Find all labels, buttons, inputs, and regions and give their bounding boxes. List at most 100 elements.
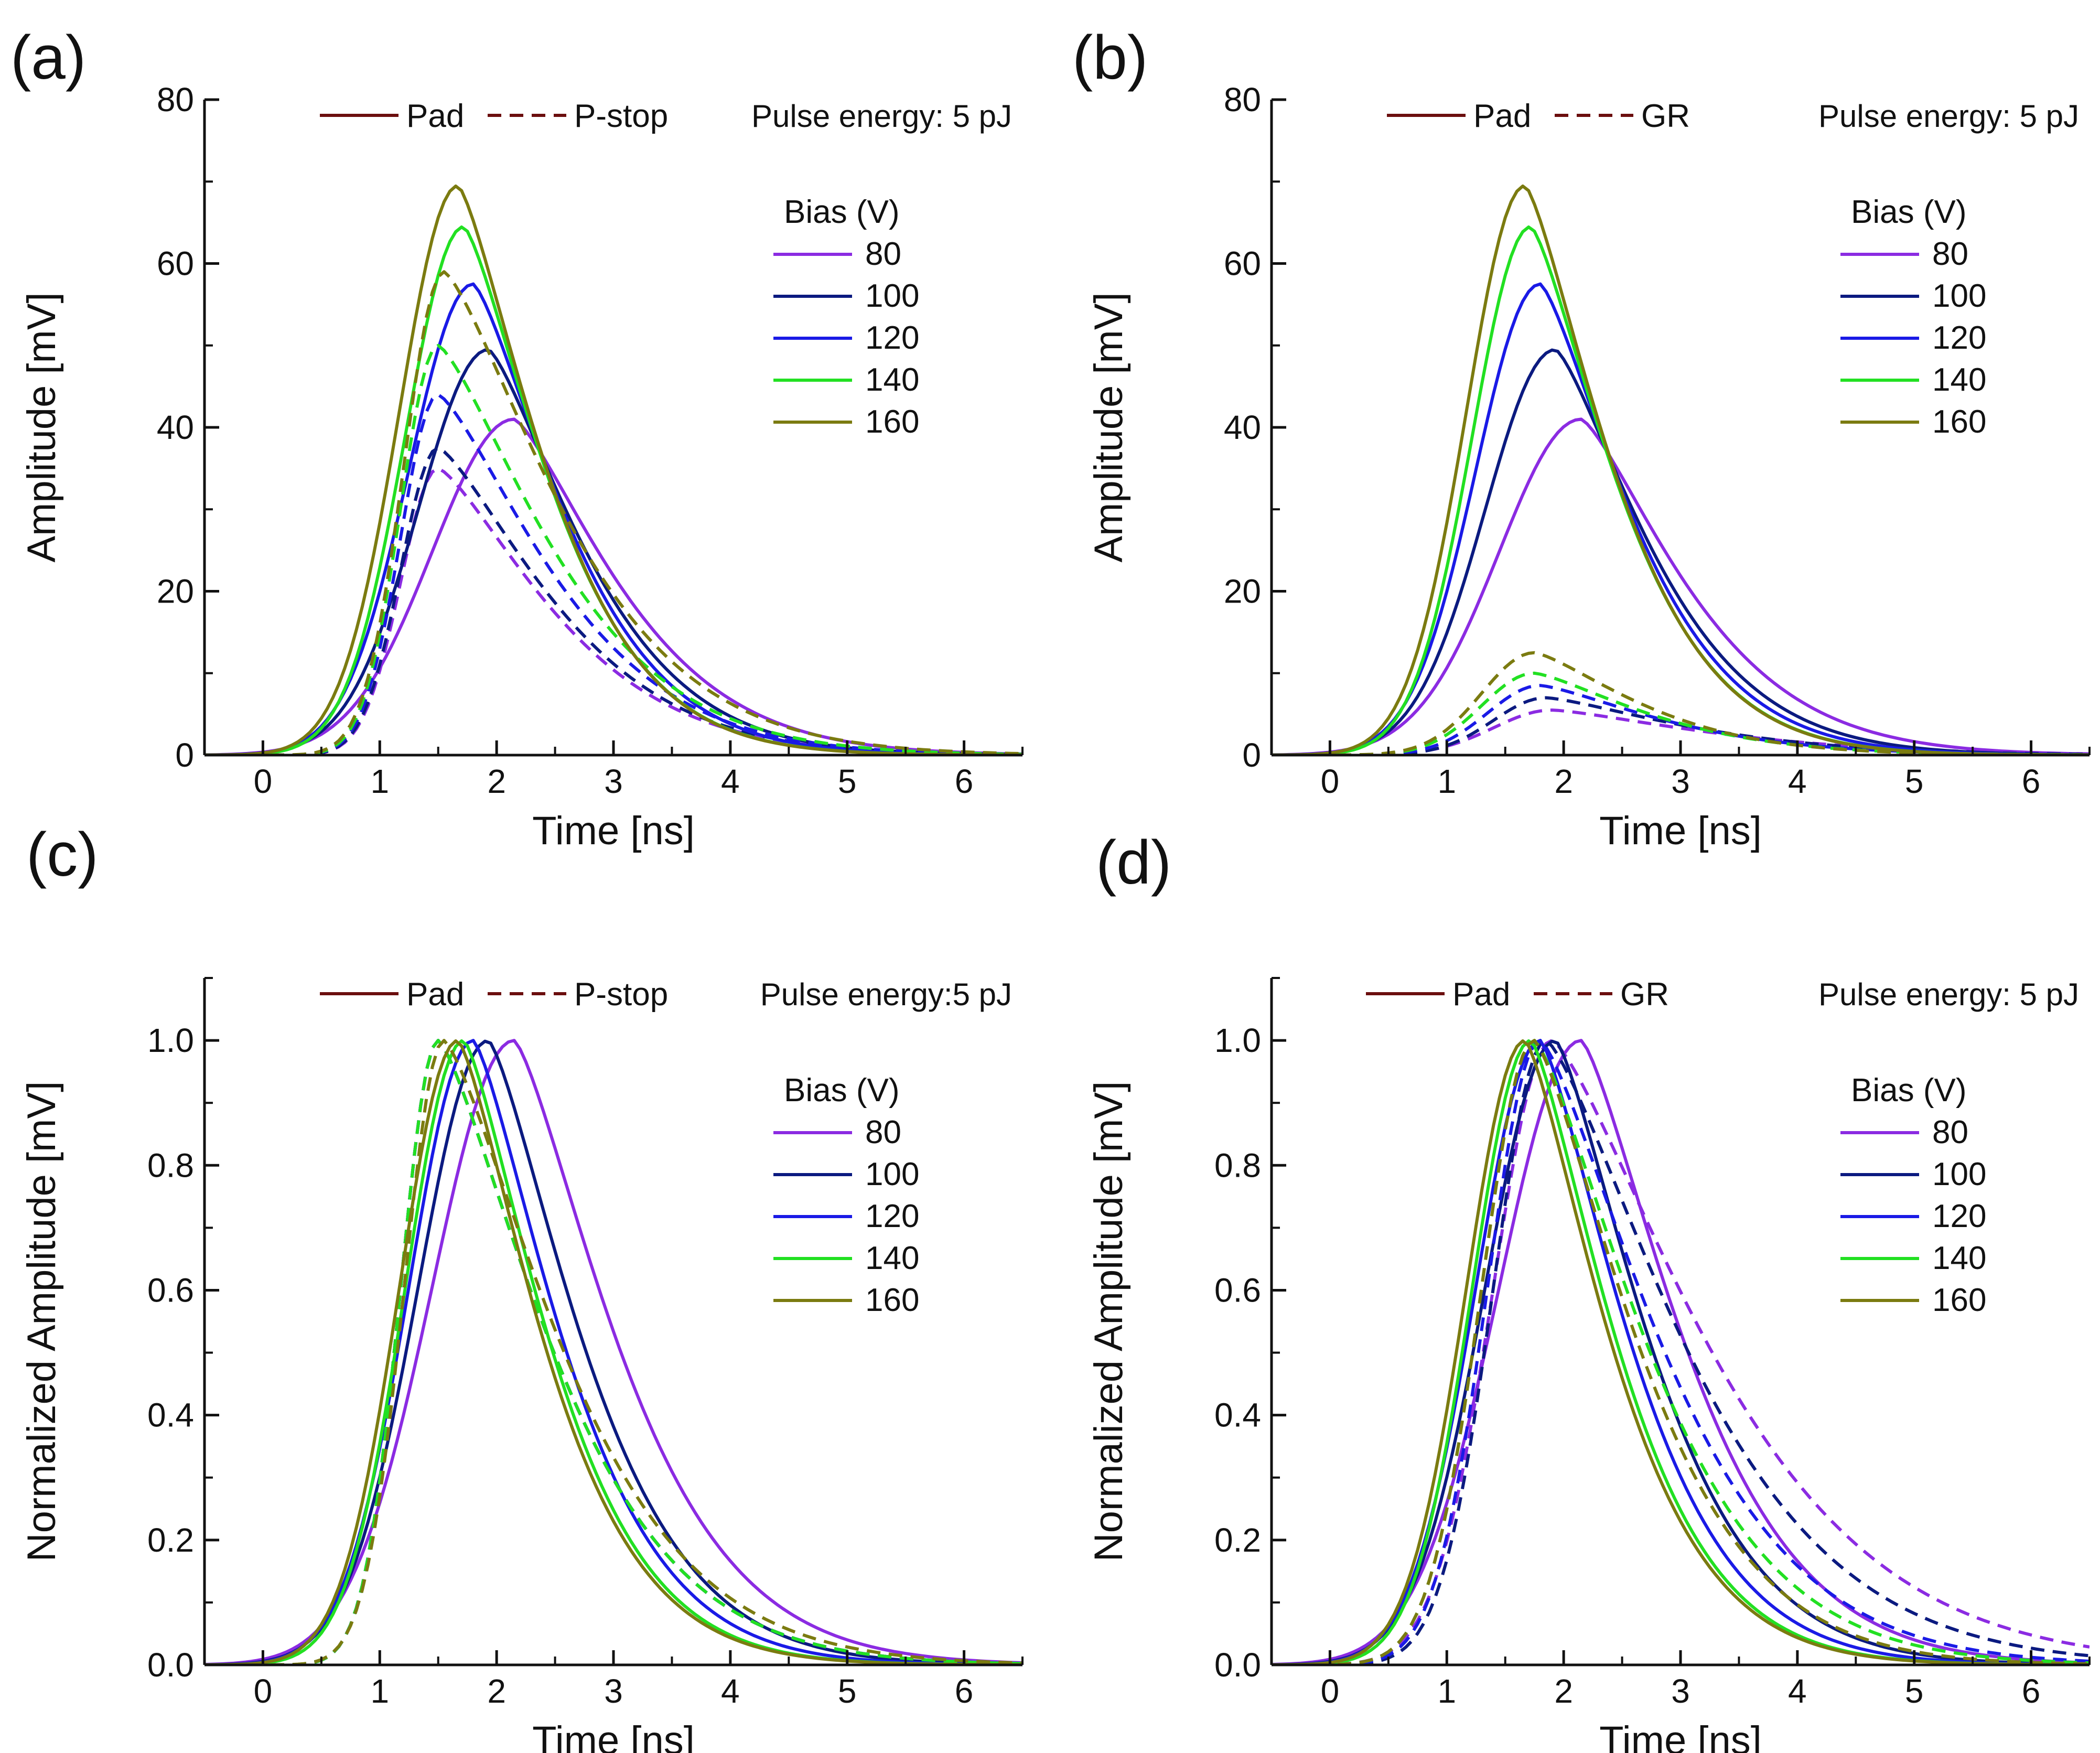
legend-label-160: 160 [865,1282,919,1318]
panel-label: (c) [26,820,99,889]
y-axis-title: Normalized Amplitude [mV] [19,1081,64,1562]
legend-label-100: 100 [865,1156,919,1192]
x-tick-label: 2 [487,762,506,800]
x-tick-label: 4 [1788,1672,1807,1710]
legend-label-140: 140 [865,362,919,398]
legend-label-160: 160 [1932,1282,1986,1318]
y-tick-label: 0.0 [1214,1646,1261,1684]
y-tick-label: 40 [1224,408,1261,446]
dashed-style-label: P-stop [574,976,668,1013]
x-tick-label: 1 [1437,762,1456,800]
legend-title: Bias (V) [1851,1072,1966,1109]
legend-label-100: 100 [1932,278,1986,314]
legend-label-140: 140 [1932,362,1986,398]
x-tick-label: 2 [487,1672,506,1710]
legend-title: Bias (V) [1851,194,1966,230]
y-tick-label: 0.0 [147,1646,194,1684]
x-tick-label: 1 [1437,1672,1456,1710]
legend-label-120: 120 [865,320,919,356]
annotation-text: Pulse energy: 5 pJ [1818,977,2079,1012]
panel-label: (a) [10,23,86,92]
y-tick-label: 0.6 [1214,1271,1261,1309]
y-tick-label: 60 [157,245,194,283]
x-axis-title: Time [ns] [1599,809,1762,853]
x-tick-label: 4 [721,1672,740,1710]
legend-title: Bias (V) [784,1072,899,1109]
panel-3: (d) 0 1 2 3 4 5 6 0.0 0.2 0.4 0.6 0.8 1.0 Time [ns] Nor… [1086,828,2091,1753]
series-80-dashed-line [1272,1039,2090,1665]
annotation-text: Pulse energy:5 pJ [760,977,1012,1012]
legend-label-140: 140 [1932,1240,1986,1276]
legend-label-120: 120 [865,1198,919,1234]
curves [204,184,1022,755]
solid-style-label: Pad [406,976,464,1013]
x-tick-label: 0 [254,762,273,800]
legend-label-100: 100 [1932,1156,1986,1192]
x-tick-label: 5 [838,1672,857,1710]
y-tick-label: 0.4 [1214,1396,1261,1434]
series-80-solid-line [1272,417,2090,755]
series-160-dashed-line [1272,651,2090,755]
panel-2: (c) 0 1 2 3 4 5 6 0.0 0.2 0.4 0.6 0.8 1.0 Time [ns] Nor… [19,820,1024,1753]
y-tick-label: 80 [157,81,194,119]
y-axis-title: Amplitude [mV] [19,292,64,562]
legend-label-80: 80 [1932,236,1968,272]
dashed-style-label: GR [1620,976,1669,1013]
x-tick-label: 6 [955,762,974,800]
x-tick-label: 6 [2022,1672,2041,1710]
y-tick-label: 0.2 [147,1521,194,1559]
x-tick-label: 4 [1788,762,1807,800]
curves [1272,184,2090,755]
y-tick-label: 0 [175,736,194,774]
x-tick-label: 0 [254,1672,273,1710]
x-tick-label: 1 [370,762,389,800]
series-160-solid-line [1272,1039,2090,1665]
series-160-solid-line [204,184,1022,755]
x-tick-label: 3 [604,762,623,800]
y-axis-title: Amplitude [mV] [1086,292,1131,562]
x-tick-label: 2 [1554,1672,1573,1710]
x-tick-label: 3 [604,1672,623,1710]
series-140-dashed-line [204,343,1022,755]
legend-label-140: 140 [865,1240,919,1276]
x-tick-label: 5 [838,762,857,800]
annotation-text: Pulse energy: 5 pJ [751,99,1012,134]
curves [204,1039,1022,1665]
y-tick-label: 0.2 [1214,1521,1261,1559]
x-tick-label: 5 [1905,762,1924,800]
x-axis-title: Time [ns] [1599,1718,1762,1753]
x-tick-label: 4 [721,762,740,800]
x-tick-label: 1 [370,1672,389,1710]
y-tick-label: 60 [1224,245,1261,283]
y-tick-label: 0.6 [147,1271,194,1309]
x-tick-label: 6 [2022,762,2041,800]
legend-label-160: 160 [1932,404,1986,440]
series-160-solid-line [1272,184,2090,755]
legend-label-80: 80 [865,236,901,272]
y-tick-label: 40 [157,408,194,446]
legend-label-160: 160 [865,404,919,440]
legend-title: Bias (V) [784,194,899,230]
x-tick-label: 2 [1554,762,1573,800]
dashed-style-label: P-stop [574,98,668,134]
y-tick-label: 80 [1224,81,1261,119]
panel-label: (d) [1096,828,1171,897]
series-100-dashed-line [1272,1039,2090,1665]
dashed-style-label: GR [1641,98,1690,134]
x-axis-title: Time [ns] [532,1718,695,1753]
y-tick-label: 0 [1242,736,1261,774]
legend-label-120: 120 [1932,1198,1986,1234]
curves [1272,1039,2090,1665]
y-tick-label: 1.0 [147,1021,194,1059]
x-tick-label: 3 [1671,762,1690,800]
x-tick-label: 5 [1905,1672,1924,1710]
panel-label: (b) [1072,23,1148,92]
series-160-dashed-line [204,1039,1022,1665]
x-tick-label: 6 [955,1672,974,1710]
solid-style-label: Pad [1473,98,1531,134]
x-axis-title: Time [ns] [532,809,695,853]
legend-label-100: 100 [865,278,919,314]
